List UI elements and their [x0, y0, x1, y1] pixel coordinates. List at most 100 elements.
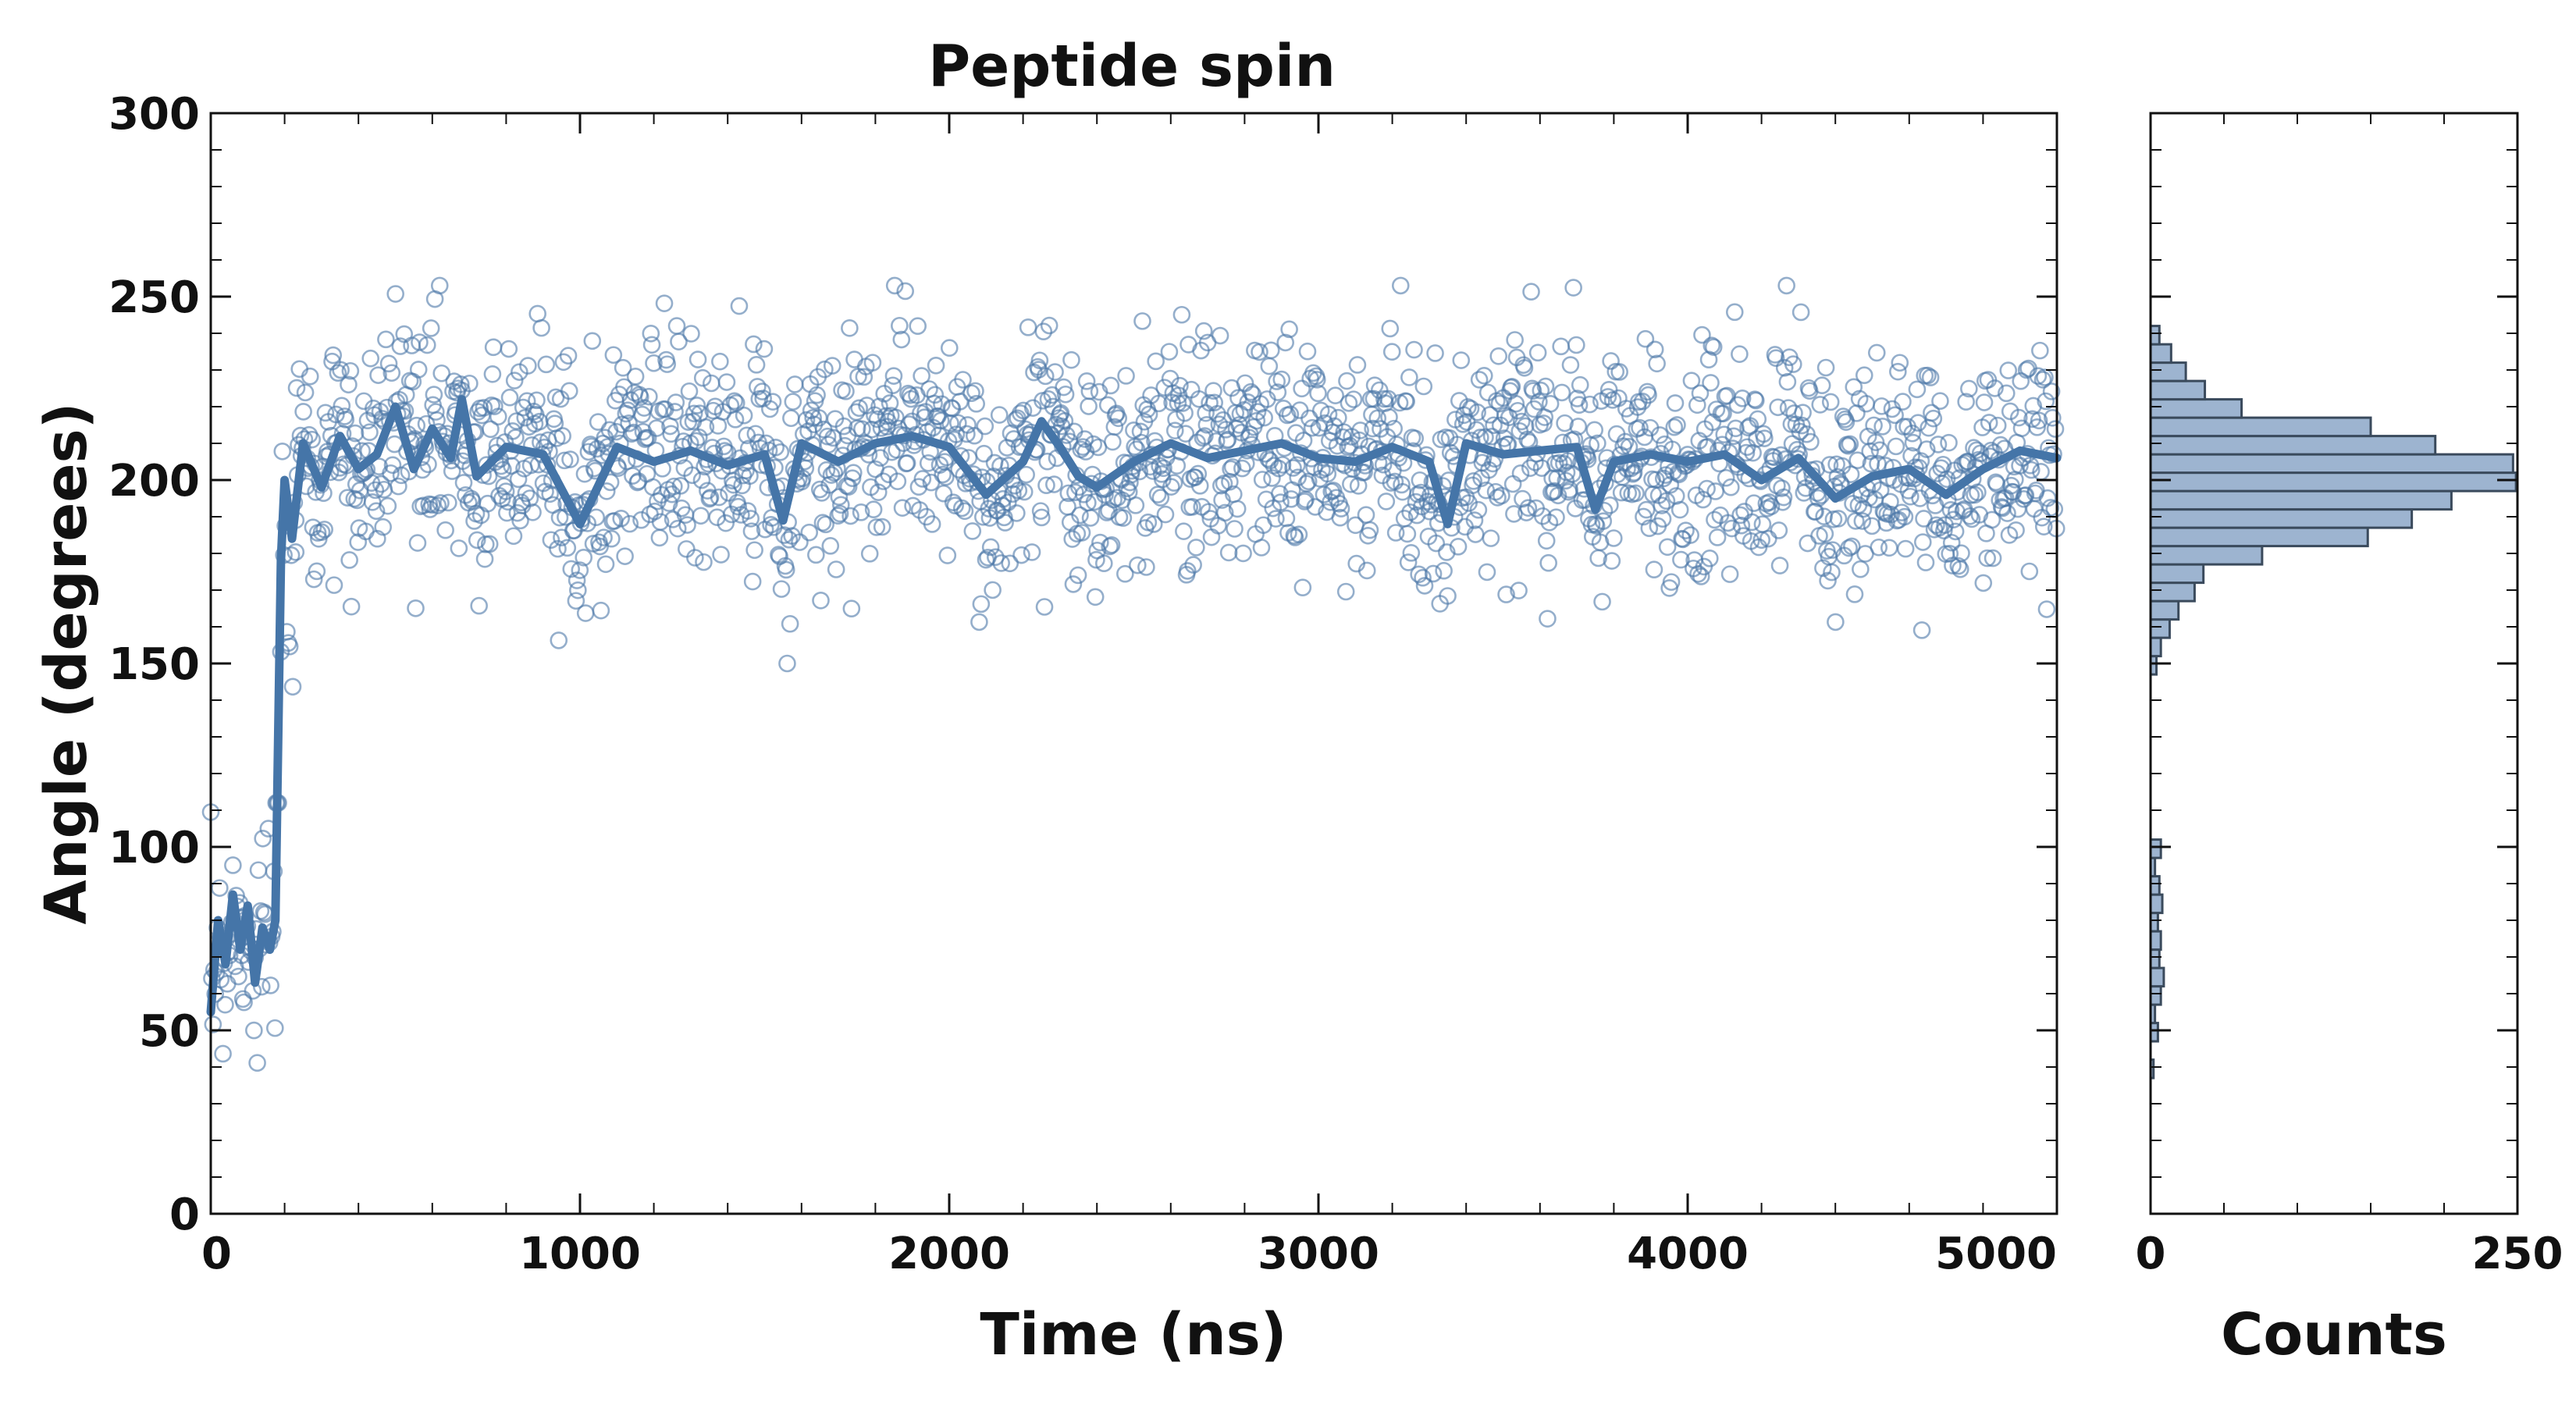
- scatter-point: [1064, 575, 1083, 593]
- scatter-point: [873, 518, 891, 536]
- scatter-point: [640, 387, 658, 406]
- x-tick-label: 2000: [888, 1229, 1010, 1279]
- scatter-point: [710, 488, 728, 507]
- scatter-point: [1102, 535, 1121, 554]
- scatter-point: [762, 515, 780, 534]
- scatter-point: [1944, 510, 1962, 528]
- scatter-point: [383, 456, 402, 475]
- scatter-point: [1332, 500, 1350, 518]
- scatter-point: [1837, 413, 1856, 431]
- scatter-point: [1242, 382, 1260, 401]
- scatter-point: [567, 592, 585, 610]
- scatter-point: [1391, 276, 1410, 295]
- scatter-point: [686, 549, 704, 567]
- scatter-point: [1774, 488, 1793, 507]
- scatter-point: [286, 543, 305, 561]
- scatter-point: [1357, 561, 1376, 580]
- scatter-point: [558, 539, 577, 557]
- scatter-point: [569, 581, 587, 599]
- scatter-point: [984, 581, 1002, 599]
- scatter-point: [925, 394, 943, 413]
- scatter-point: [407, 599, 425, 617]
- scatter-point: [1272, 493, 1290, 511]
- scatter-point: [1957, 393, 1975, 411]
- scatter-point: [1040, 316, 1059, 335]
- scatter-point: [782, 409, 800, 428]
- scatter-point: [671, 477, 690, 495]
- scatter-point: [1482, 529, 1500, 547]
- scatter-point: [382, 364, 401, 382]
- scatter-point: [1775, 359, 1794, 377]
- scatter-point: [1942, 533, 1961, 552]
- scatter-point: [361, 423, 379, 442]
- scatter-point: [379, 354, 398, 373]
- scatter-point: [1537, 532, 1556, 550]
- scatter-point: [596, 555, 615, 574]
- scatter-point: [366, 481, 385, 500]
- scatter-point: [1522, 283, 1540, 301]
- scatter-point: [1998, 504, 2016, 522]
- scatter-point: [1117, 367, 1135, 385]
- scatter-point: [727, 393, 745, 412]
- scatter-point: [1005, 476, 1024, 495]
- scatter-point: [1407, 506, 1426, 525]
- scatter-point: [1038, 452, 1057, 471]
- scatter-point: [583, 332, 602, 350]
- scatter-point: [1255, 408, 1273, 427]
- scatter-point: [1555, 454, 1573, 473]
- scatter-point: [1131, 422, 1150, 441]
- scatter-point: [1702, 374, 1720, 392]
- scatter-point: [1564, 464, 1582, 483]
- scatter-point: [418, 336, 436, 354]
- scatter-point: [1503, 378, 1521, 396]
- scatter-point: [1553, 383, 1571, 402]
- scatter-point: [1411, 471, 1429, 489]
- scatter-point: [496, 482, 515, 500]
- scatter-point: [1624, 464, 1643, 482]
- scatter-point: [1720, 565, 1739, 583]
- scatter-point: [1046, 363, 1064, 381]
- scatter-point: [1785, 404, 1803, 422]
- scatter-point: [884, 376, 902, 395]
- scatter-point: [555, 451, 574, 470]
- scatter-point: [1636, 329, 1655, 348]
- scatter-point: [1014, 401, 1033, 420]
- y-axis-label: Angle (degrees): [33, 403, 100, 925]
- scatter-point: [1688, 396, 1706, 414]
- scatter-point: [500, 340, 518, 358]
- scatter-point: [245, 1021, 263, 1040]
- scatter-point: [1516, 417, 1535, 436]
- scatter-point: [1284, 459, 1302, 477]
- scatter-point: [992, 554, 1010, 572]
- scatter-point: [1627, 484, 1645, 503]
- scatter-point: [1507, 394, 1525, 413]
- scatter-point: [1561, 356, 1580, 374]
- scatter-point: [1309, 384, 1327, 403]
- scatter-point: [470, 596, 488, 615]
- scatter-point: [1914, 533, 1932, 551]
- scatter-point: [831, 504, 849, 523]
- scatter-point: [1889, 362, 1907, 381]
- scatter-point: [1873, 418, 1891, 436]
- scatter-point: [680, 382, 699, 400]
- x-tick-label: 3000: [1258, 1229, 1379, 1279]
- histogram-plot-area: 0 250: [2136, 112, 2563, 1279]
- scatter-point: [1147, 352, 1165, 371]
- scatter-point: [1505, 505, 1523, 523]
- scatter-point: [682, 325, 700, 343]
- scatter-point: [312, 523, 331, 541]
- scatter-point: [1894, 393, 1912, 411]
- scatter-point: [1222, 460, 1240, 478]
- scatter-point: [1749, 410, 1767, 429]
- scatter-point: [745, 335, 763, 354]
- scatter-point: [224, 856, 242, 874]
- scatter-point: [888, 472, 907, 490]
- scatter-point: [592, 601, 610, 620]
- histogram-bar: [2149, 582, 2196, 603]
- scatter-point: [1814, 559, 1832, 578]
- scatter-point: [1184, 556, 1202, 574]
- scatter-point: [949, 414, 967, 432]
- scatter-point: [1290, 525, 1308, 544]
- scatter-point: [1802, 432, 1820, 451]
- scatter-point: [315, 521, 333, 539]
